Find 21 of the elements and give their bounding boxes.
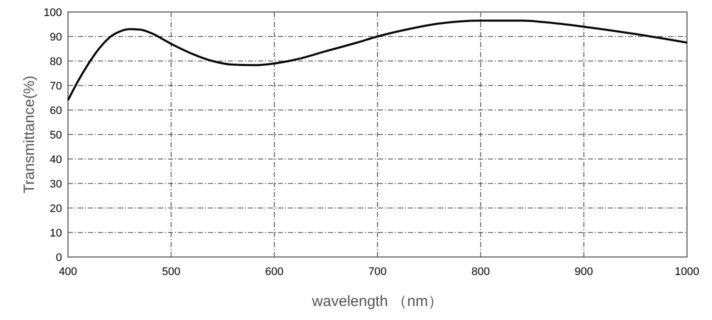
x-axis-title: wavelength （nm） [311,293,443,310]
y-tick-label: 60 [50,104,62,117]
y-tick-label: 30 [50,178,62,190]
x-tick-label: 900 [574,266,594,278]
x-tick-label: 700 [368,266,387,278]
y-tick-label: 50 [50,129,62,142]
y-tick-label: 20 [50,202,62,215]
y-tick-label: 80 [50,56,62,68]
y-tick-label: 90 [50,31,62,44]
y-tick-label: 40 [50,154,62,166]
y-tick-label: 0 [56,252,62,264]
x-tick-label: 400 [58,266,78,278]
y-axis-title: Transmittance(%) [21,76,38,194]
x-tick-label: 800 [471,266,490,278]
y-tick-label: 100 [44,6,62,19]
line-series [67,20,688,102]
x-tick-label: 500 [162,266,180,278]
x-tick-label: 600 [265,266,284,278]
y-tick-label: 10 [50,227,62,240]
x-tick-label: 1000 [674,266,700,278]
y-tick-label: 70 [50,80,62,92]
